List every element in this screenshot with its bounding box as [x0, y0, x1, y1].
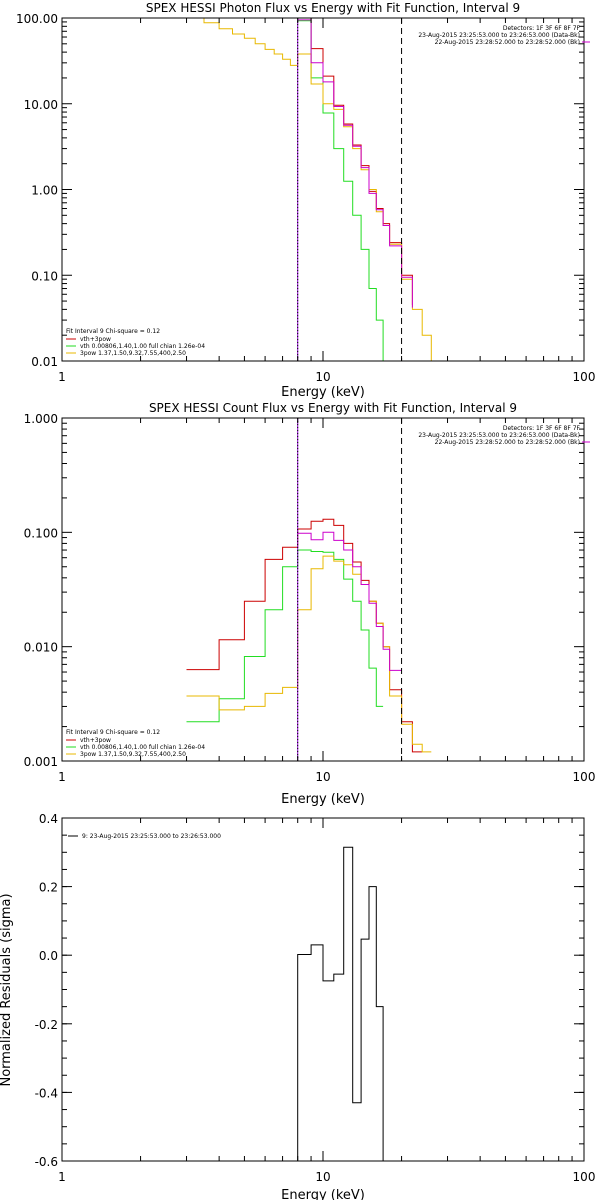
count-flux-legend-label-vth-3pow: vth+3pow [80, 737, 111, 744]
residuals-series-9-23-aug-2015-23-25-53-0 [297, 846, 384, 1161]
count-flux-panel: SPEX HESSI Count Flux vs Energy with Fit… [24, 401, 596, 807]
residuals-x-tick-label: 100 [573, 1170, 596, 1184]
photon-flux-legend-label-3pow: 3pow 1.37,1.50,9.32,7.55,400,2.50 [80, 350, 186, 357]
photon-flux-y-tick-label: 10.00 [24, 98, 58, 112]
photon-flux-y-tick-label: 0.10 [31, 269, 58, 283]
count-flux-series-vth [186, 549, 384, 723]
count-flux-x-tick-label: 1 [58, 770, 66, 784]
photon-flux-legend-header: Fit Interval 9 Chi-square = 0.12 [66, 328, 160, 335]
count-flux-info-data-interval: 23-Aug-2015 23:25:53.000 to 23:26:53.000… [418, 432, 580, 439]
residuals-y-tick-label: -0.2 [35, 1018, 58, 1032]
residuals-tick-layer: 1 10 100 -0.6 -0.4 -0.2 0.0 0.2 0.4 [35, 812, 596, 1184]
count-flux-series-data [297, 531, 402, 671]
count-flux-y-tick-label: 0.010 [24, 641, 58, 655]
count-flux-series-3pow [186, 555, 432, 753]
count-flux-legend: Fit Interval 9 Chi-square = 0.12 vth+3po… [66, 729, 205, 758]
photon-flux-x-axis-title: Energy (keV) [281, 385, 365, 400]
count-flux-info-bk-interval: 22-Aug-2015 23:28:52.000 to 23:28:52.000… [435, 439, 580, 446]
residuals-y-tick-label: 0.0 [39, 949, 58, 963]
count-flux-legend-header: Fit Interval 9 Chi-square = 0.12 [66, 729, 160, 736]
count-flux-y-tick-label: 1.000 [24, 412, 58, 426]
count-flux-x-tick-label: 10 [315, 770, 330, 784]
photon-flux-series-layer [186, 18, 440, 361]
residuals-y-tick-label: -0.4 [35, 1086, 58, 1100]
residuals-y-axis-title: Normalized Residuals (sigma) [0, 893, 14, 1086]
count-flux-x-axis-title: Energy (keV) [281, 792, 365, 807]
photon-flux-y-tick-label: 0.01 [31, 355, 58, 369]
photon-flux-series-3pow [186, 18, 440, 361]
photon-flux-x-tick-label: 1 [58, 370, 66, 384]
residuals-series-layer [297, 846, 384, 1161]
photon-flux-info-box: Detectors: 1F 3F 6F 8F 7F 23-Aug-2015 23… [418, 25, 590, 46]
residuals-legend: 9: 23-Aug-2015 23:25:53.000 to 23:26:53.… [68, 833, 221, 840]
count-flux-info-box: Detectors: 1F 3F 6F 8F 7F 23-Aug-2015 23… [418, 425, 590, 446]
photon-flux-tick-layer: 1 10 100 0.01 0.10 1.00 10.00 100.00 [16, 12, 595, 384]
count-flux-tick-layer: 1 10 100 0.001 0.010 0.100 1.000 [24, 412, 596, 784]
count-flux-series-layer [186, 518, 432, 753]
photon-flux-legend-label-vth: vth 0.00806,1.40,1.00 full chian 1.26e-0… [80, 343, 205, 350]
count-flux-title: SPEX HESSI Count Flux vs Energy with Fit… [149, 401, 517, 415]
count-flux-y-tick-label: 0.001 [24, 755, 58, 769]
residuals-x-axis-title: Energy (keV) [281, 1188, 365, 1200]
residuals-y-tick-label: 0.4 [39, 812, 58, 826]
photon-flux-title: SPEX HESSI Photon Flux vs Energy with Fi… [146, 1, 520, 15]
residuals-y-tick-label: -0.6 [35, 1155, 58, 1169]
residuals-y-tick-label: 0.2 [39, 881, 58, 895]
photon-flux-x-tick-label: 10 [315, 370, 330, 384]
photon-flux-series-data [297, 19, 413, 308]
residuals-x-tick-label: 10 [315, 1170, 330, 1184]
photon-flux-legend-label-vth-3pow: vth+3pow [80, 336, 111, 343]
photon-flux-info-bk-interval: 22-Aug-2015 23:28:52.000 to 23:28:52.000… [435, 39, 580, 46]
photon-flux-info-detectors: Detectors: 1F 3F 6F 8F 7F [503, 25, 581, 32]
photon-flux-vline-layer [297, 18, 403, 361]
residuals-x-tick-label: 1 [58, 1170, 66, 1184]
count-flux-vline-layer [297, 418, 403, 761]
photon-flux-y-tick-label: 1.00 [31, 184, 58, 198]
photon-flux-x-tick-label: 100 [573, 370, 596, 384]
photon-flux-y-tick-label: 100.00 [16, 12, 58, 26]
residuals-panel: 1 10 100 -0.6 -0.4 -0.2 0.0 0.2 0.4 Energy (keV)… [0, 812, 595, 1200]
photon-flux-panel: SPEX HESSI Photon Flux vs Energy with Fi… [16, 1, 595, 400]
residuals-legend-label: 9: 23-Aug-2015 23:25:53.000 to 23:26:53.… [82, 833, 221, 840]
photon-flux-info-data-interval: 23-Aug-2015 23:25:53.000 to 23:26:53.000… [418, 32, 580, 39]
count-flux-info-detectors: Detectors: 1F 3F 6F 8F 7F [503, 425, 581, 432]
count-flux-x-tick-label: 100 [573, 770, 596, 784]
count-flux-y-tick-label: 0.100 [24, 526, 58, 540]
count-flux-legend-label-vth: vth 0.00806,1.40,1.00 full chian 1.26e-0… [80, 744, 205, 751]
photon-flux-legend: Fit Interval 9 Chi-square = 0.12 vth+3po… [66, 328, 205, 357]
count-flux-legend-label-3pow: 3pow 1.37,1.50,9.32,7.55,400,2.50 [80, 751, 186, 758]
